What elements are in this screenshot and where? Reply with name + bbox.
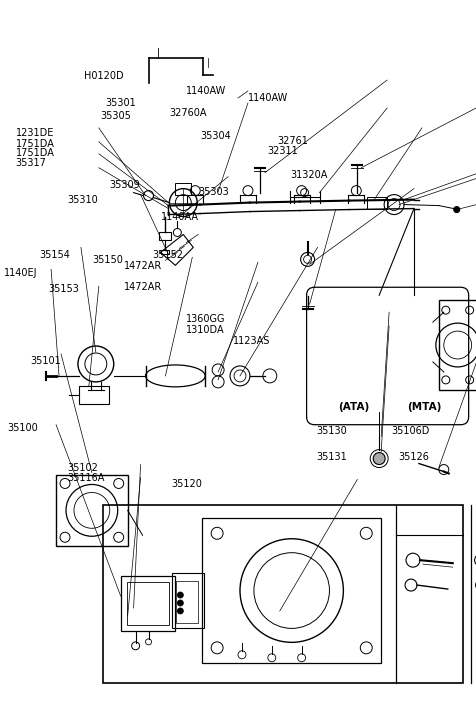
Text: 31320A: 31320A: [290, 171, 327, 180]
Text: 35154: 35154: [39, 249, 70, 260]
Text: 1140AA: 1140AA: [160, 212, 198, 222]
Text: 35130: 35130: [316, 425, 347, 436]
Text: (ATA): (ATA): [337, 402, 368, 412]
Text: 1751DA: 1751DA: [16, 148, 54, 158]
Text: 32761: 32761: [277, 136, 307, 146]
Bar: [159, 232, 171, 241]
Text: 35150: 35150: [92, 255, 123, 265]
Text: 35301: 35301: [106, 98, 136, 108]
Bar: [176, 581, 198, 623]
Text: 35304: 35304: [200, 131, 231, 140]
Bar: [127, 582, 169, 625]
Text: 35152: 35152: [152, 249, 183, 260]
Bar: [56, 475, 128, 546]
Text: 35309: 35309: [109, 180, 140, 190]
Text: 35153: 35153: [48, 284, 79, 294]
Text: 35101: 35101: [30, 356, 60, 366]
Bar: [202, 518, 380, 663]
Circle shape: [177, 600, 183, 606]
Bar: [175, 183, 191, 194]
Text: 35131: 35131: [316, 452, 347, 463]
Bar: [438, 300, 476, 390]
Text: 1123AS: 1123AS: [232, 336, 269, 345]
Text: 1140AW: 1140AW: [186, 86, 226, 96]
Text: 35305: 35305: [100, 111, 130, 121]
Text: 1310DA: 1310DA: [186, 325, 225, 335]
Text: H0120D: H0120D: [84, 71, 124, 81]
Text: 35100: 35100: [7, 423, 38, 433]
Text: 1140AW: 1140AW: [248, 93, 288, 103]
Bar: [120, 576, 175, 631]
Text: 1360GG: 1360GG: [186, 314, 225, 324]
Text: 35102: 35102: [68, 463, 99, 473]
Circle shape: [453, 206, 459, 213]
Text: 1231DE: 1231DE: [16, 128, 54, 138]
Text: 35120: 35120: [171, 479, 202, 489]
Text: 35126: 35126: [398, 452, 429, 463]
Text: 1140EJ: 1140EJ: [4, 267, 37, 278]
Text: 35303: 35303: [198, 187, 228, 197]
Text: 35116A: 35116A: [68, 473, 105, 483]
Text: 1472AR: 1472AR: [123, 260, 162, 271]
Text: 1751DA: 1751DA: [16, 139, 54, 149]
Bar: [367, 197, 387, 208]
Circle shape: [372, 453, 384, 465]
Bar: [79, 386, 109, 404]
Text: 35310: 35310: [68, 195, 99, 205]
Text: 1472AR: 1472AR: [123, 282, 162, 291]
Bar: [161, 251, 169, 254]
Text: 32760A: 32760A: [169, 108, 207, 118]
Circle shape: [177, 608, 183, 614]
Text: 35317: 35317: [16, 158, 46, 168]
Bar: [172, 573, 204, 628]
Text: 32311: 32311: [267, 146, 297, 156]
Bar: [103, 505, 462, 682]
Circle shape: [177, 592, 183, 598]
Text: (MTA): (MTA): [406, 402, 440, 412]
Text: 35106D: 35106D: [390, 425, 429, 436]
